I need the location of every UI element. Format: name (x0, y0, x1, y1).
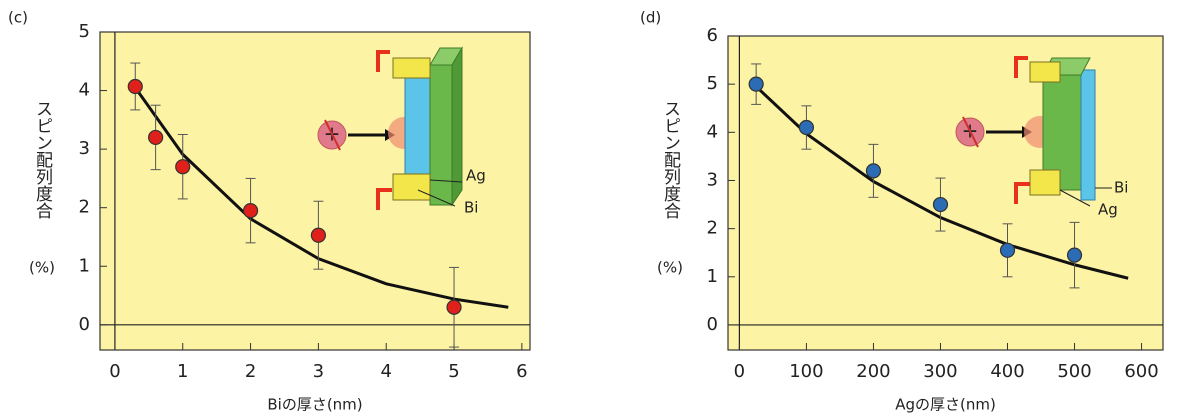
x-tick-label: 6 (516, 361, 527, 382)
plot-area (100, 32, 530, 350)
y-axis-unit: (%) (29, 259, 55, 277)
point (176, 160, 190, 174)
annotation: Ag (1098, 201, 1118, 219)
annotation: Bi (464, 199, 478, 217)
y-tick-label: 2 (79, 197, 90, 218)
annotation: Ag (466, 167, 486, 185)
x-axis-label: Agの厚さ(nm) (895, 396, 996, 414)
y-axis-label: スピン配列度合 (660, 100, 681, 219)
y-tick-label: 5 (79, 21, 90, 42)
point (933, 198, 947, 212)
x-tick-label: 4 (380, 361, 391, 382)
plot-area (728, 36, 1163, 350)
x-tick-label: 3 (313, 361, 324, 382)
x-tick-label: 0 (109, 361, 120, 382)
y-tick-label: 4 (79, 80, 90, 101)
y-tick-label: 0 (79, 314, 90, 335)
x-tick-label: 2 (245, 361, 256, 382)
x-tick-label: 300 (923, 361, 957, 382)
y-axis-label: スピン配列度合 (32, 100, 53, 219)
x-tick-label: 600 (1124, 361, 1158, 382)
point (244, 204, 258, 218)
y-tick-label: 2 (707, 218, 718, 239)
x-tick-label: 100 (789, 361, 823, 382)
panel-label: (d) (640, 9, 661, 27)
y-tick-label: 4 (707, 121, 718, 142)
point (447, 300, 461, 314)
x-tick-label: 5 (448, 361, 459, 382)
point (799, 121, 813, 135)
x-tick-label: 400 (990, 361, 1024, 382)
point (311, 228, 325, 242)
x-tick-label: 1 (177, 361, 188, 382)
x-tick-label: 500 (1057, 361, 1091, 382)
panel-label: (c) (8, 9, 28, 27)
y-tick-label: 3 (707, 169, 718, 190)
x-tick-label: 0 (734, 361, 745, 382)
y-tick-label: 0 (707, 314, 718, 335)
point (866, 164, 880, 178)
y-tick-label: 3 (79, 138, 90, 159)
point (749, 77, 763, 91)
point (149, 130, 163, 144)
y-tick-label: 1 (79, 255, 90, 276)
x-axis-label: Biの厚さ(nm) (267, 396, 362, 414)
y-tick-label: 5 (707, 73, 718, 94)
point (1000, 243, 1014, 257)
annotation: Bi (1114, 179, 1128, 197)
point (128, 79, 142, 93)
y-tick-label: 1 (707, 266, 718, 287)
y-tick-label: 6 (707, 25, 718, 46)
x-tick-label: 200 (856, 361, 890, 382)
y-axis-unit: (%) (657, 259, 683, 277)
figure: 01002003004005006000123456(d)Agの厚さ(nm)スピ… (0, 0, 1186, 419)
point (1068, 248, 1082, 262)
